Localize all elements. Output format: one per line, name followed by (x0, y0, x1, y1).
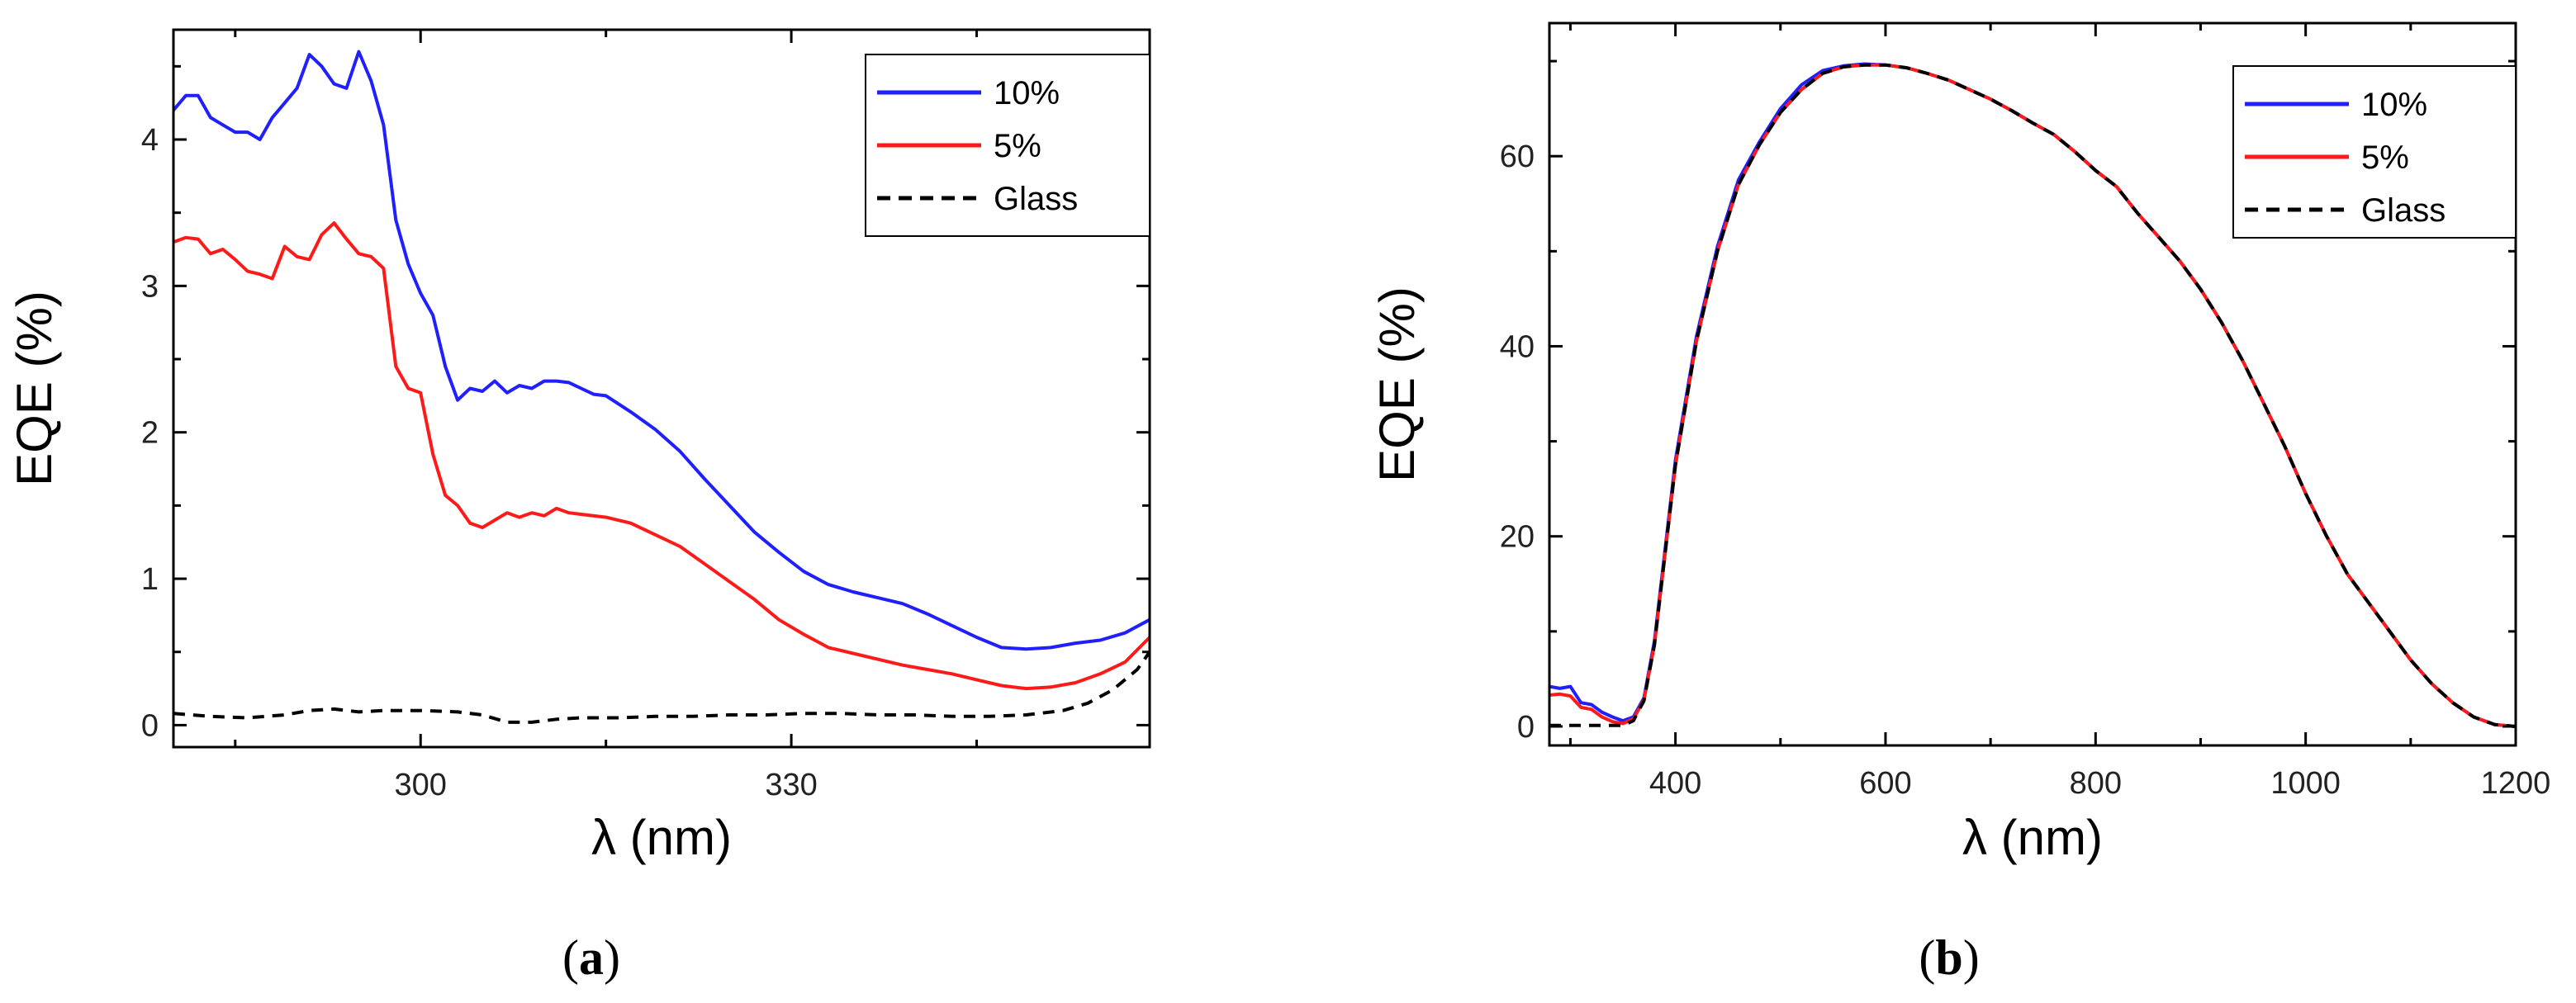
x-axis-title: λ (nm) (591, 810, 732, 865)
y-tick-label: 0 (1517, 710, 1535, 745)
plot-frame (1548, 21, 2517, 747)
y-axis-title: EQE (%) (1369, 286, 1425, 482)
legend-label: 10% (994, 75, 1060, 111)
x-tick-label: 800 (2070, 766, 2122, 801)
y-tick-label: 1 (141, 562, 159, 597)
legend-label: Glass (2361, 192, 2446, 229)
y-tick-label: 3 (141, 269, 159, 304)
x-axis-title: λ (nm) (1962, 810, 2103, 865)
legend-label: 10% (2361, 87, 2427, 123)
plot-frame (172, 28, 1151, 749)
x-tick-label: 400 (1649, 766, 1701, 801)
caption-b: (b) (1919, 930, 1979, 985)
y-tick-label: 2 (141, 416, 159, 451)
series-line-glass (173, 651, 1150, 724)
legend-label: 5% (2361, 140, 2409, 176)
series-line-5pct (173, 221, 1150, 691)
y-tick-label: 40 (1500, 329, 1535, 364)
legend-label: Glass (994, 181, 1078, 217)
legend-box (2232, 65, 2517, 239)
x-tick-label: 1000 (2270, 766, 2341, 801)
panel-b-chart: 400 600 800 1000 1200 0 20 40 60 λ (nm) EQE (%) 10%… (1369, 21, 2551, 865)
y-axis-title: EQE (%) (7, 291, 62, 486)
series-line-glass (1549, 63, 2516, 728)
x-tick-label: 600 (1859, 766, 1911, 801)
caption-a: (a) (562, 930, 620, 985)
x-tick-label: 330 (765, 768, 817, 802)
legend-label: 5% (994, 128, 1041, 164)
y-tick-label: 4 (141, 123, 159, 158)
y-tick-label: 0 (141, 708, 159, 743)
panel-a-chart: 300 330 0 1 2 3 4 λ (nm) EQE (%) 10% 5% Glass (7, 28, 1151, 865)
series-line-10pct (173, 50, 1150, 651)
y-tick-label: 60 (1500, 140, 1535, 174)
y-tick-label: 20 (1500, 520, 1535, 555)
x-tick-label: 1200 (2481, 766, 2551, 801)
x-tick-label: 300 (395, 768, 447, 802)
